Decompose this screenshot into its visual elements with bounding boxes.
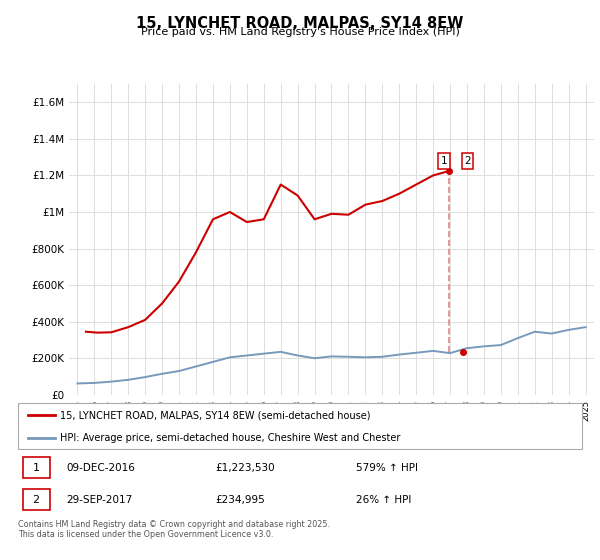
Text: HPI: Average price, semi-detached house, Cheshire West and Chester: HPI: Average price, semi-detached house,… — [60, 433, 401, 443]
Text: Contains HM Land Registry data © Crown copyright and database right 2025.
This d: Contains HM Land Registry data © Crown c… — [18, 520, 330, 539]
FancyBboxPatch shape — [23, 456, 50, 478]
Text: 26% ↑ HPI: 26% ↑ HPI — [356, 494, 412, 505]
Text: 2: 2 — [464, 156, 471, 166]
Text: 15, LYNCHET ROAD, MALPAS, SY14 8EW: 15, LYNCHET ROAD, MALPAS, SY14 8EW — [136, 16, 464, 31]
FancyBboxPatch shape — [23, 489, 50, 511]
Text: Price paid vs. HM Land Registry's House Price Index (HPI): Price paid vs. HM Land Registry's House … — [140, 27, 460, 38]
Text: 29-SEP-2017: 29-SEP-2017 — [66, 494, 132, 505]
Text: 15, LYNCHET ROAD, MALPAS, SY14 8EW (semi-detached house): 15, LYNCHET ROAD, MALPAS, SY14 8EW (semi… — [60, 410, 371, 420]
FancyBboxPatch shape — [18, 403, 582, 449]
Text: 1: 1 — [32, 463, 40, 473]
Text: 1: 1 — [440, 156, 447, 166]
Text: 09-DEC-2016: 09-DEC-2016 — [66, 463, 135, 473]
Text: 2: 2 — [32, 494, 40, 505]
Text: £1,223,530: £1,223,530 — [215, 463, 275, 473]
Text: 579% ↑ HPI: 579% ↑ HPI — [356, 463, 418, 473]
Text: £234,995: £234,995 — [215, 494, 265, 505]
